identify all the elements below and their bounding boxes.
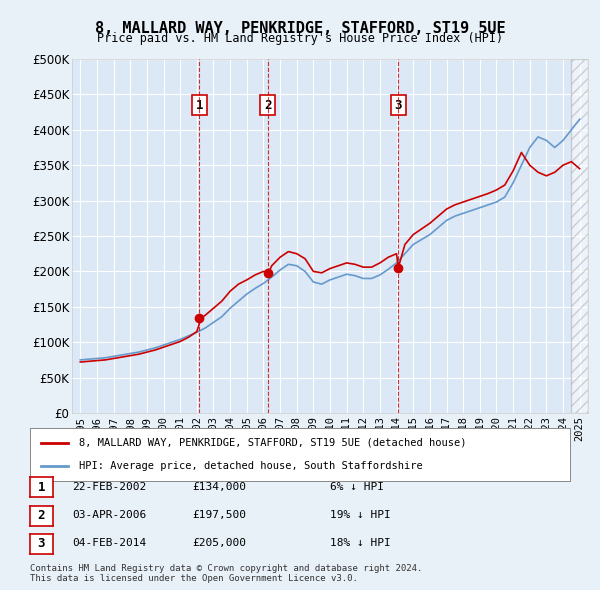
- Text: HPI: Average price, detached house, South Staffordshire: HPI: Average price, detached house, Sout…: [79, 461, 422, 471]
- Text: 6% ↓ HPI: 6% ↓ HPI: [330, 482, 384, 491]
- Text: £134,000: £134,000: [192, 482, 246, 491]
- Text: 2: 2: [264, 99, 271, 112]
- Text: 8, MALLARD WAY, PENKRIDGE, STAFFORD, ST19 5UE: 8, MALLARD WAY, PENKRIDGE, STAFFORD, ST1…: [95, 21, 505, 35]
- Text: 1: 1: [38, 481, 45, 494]
- Text: Price paid vs. HM Land Registry's House Price Index (HPI): Price paid vs. HM Land Registry's House …: [97, 32, 503, 45]
- Bar: [571, 59, 588, 413]
- Text: 03-APR-2006: 03-APR-2006: [72, 510, 146, 520]
- Text: £205,000: £205,000: [192, 539, 246, 548]
- Text: 3: 3: [394, 99, 402, 112]
- Text: 8, MALLARD WAY, PENKRIDGE, STAFFORD, ST19 5UE (detached house): 8, MALLARD WAY, PENKRIDGE, STAFFORD, ST1…: [79, 438, 466, 448]
- Text: 3: 3: [38, 537, 45, 550]
- Text: 22-FEB-2002: 22-FEB-2002: [72, 482, 146, 491]
- Text: 18% ↓ HPI: 18% ↓ HPI: [330, 539, 391, 548]
- Text: 1: 1: [196, 99, 203, 112]
- Text: Contains HM Land Registry data © Crown copyright and database right 2024.
This d: Contains HM Land Registry data © Crown c…: [30, 563, 422, 583]
- Text: £197,500: £197,500: [192, 510, 246, 520]
- Text: 19% ↓ HPI: 19% ↓ HPI: [330, 510, 391, 520]
- Text: 04-FEB-2014: 04-FEB-2014: [72, 539, 146, 548]
- Text: 2: 2: [38, 509, 45, 522]
